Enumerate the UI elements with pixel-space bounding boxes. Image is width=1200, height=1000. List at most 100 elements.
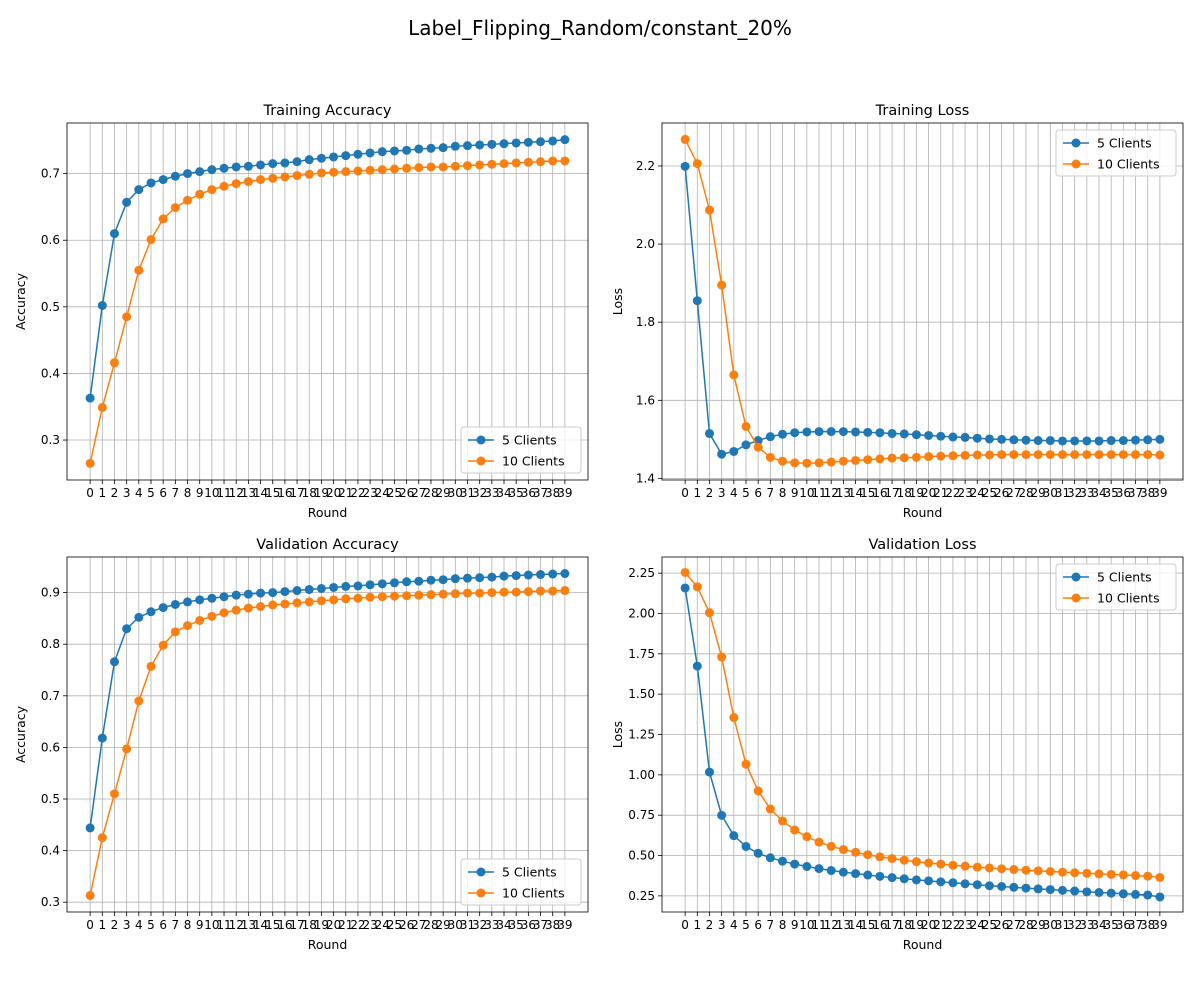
data-point	[1094, 450, 1104, 460]
data-point	[778, 816, 788, 826]
data-point	[1009, 450, 1019, 460]
x-tick-label: 13	[241, 486, 256, 500]
data-point	[243, 177, 253, 187]
x-tick-label: 30	[448, 486, 463, 500]
data-point	[158, 603, 168, 613]
x-tick-label: 37	[1128, 486, 1143, 500]
data-point	[704, 205, 714, 215]
series-line	[89, 589, 565, 896]
data-point	[377, 147, 387, 157]
x-tick-label: 30	[1043, 486, 1058, 500]
data-point	[268, 588, 278, 598]
data-point	[499, 587, 509, 597]
data-point	[1131, 889, 1141, 899]
x-tick-label: 13	[836, 486, 851, 500]
y-tick-label: 2.2	[636, 159, 655, 173]
data-point	[462, 141, 472, 151]
x-tick-label: 8	[184, 486, 192, 500]
data-point	[304, 585, 314, 595]
x-tick-label: 11	[811, 486, 826, 500]
x-tick-label: 31	[460, 918, 475, 932]
data-point	[85, 458, 95, 468]
x-tick-label: 26	[399, 918, 414, 932]
x-tick-label: 24	[970, 918, 985, 932]
data-point	[924, 430, 934, 440]
legend: 5 Clients 10 Clients	[460, 858, 582, 906]
data-point	[170, 203, 180, 213]
data-point	[1070, 436, 1080, 446]
data-point	[765, 804, 775, 814]
data-point	[984, 863, 994, 873]
x-tick-label: 1	[693, 486, 701, 500]
x-tick-label: 15	[860, 918, 875, 932]
x-tick-label: 2	[111, 486, 119, 500]
data-point	[948, 860, 958, 870]
x-tick-label: 25	[387, 918, 402, 932]
data-point	[1021, 865, 1031, 875]
legend-label: 5 Clients	[1097, 570, 1152, 585]
chart-title: Validation Accuracy	[256, 537, 399, 553]
x-tick-label: 21	[338, 918, 353, 932]
x-tick-label: 20	[921, 918, 936, 932]
x-tick-label: 21	[338, 486, 353, 500]
legend-marker	[476, 888, 486, 898]
data-point	[765, 452, 775, 462]
data-point	[887, 854, 897, 864]
chart-4: 0 1 2 3 4 5 6 7 8 9 101112131415161718192021222324…	[610, 537, 1184, 952]
data-point	[158, 214, 168, 224]
data-point	[536, 157, 546, 167]
data-point	[329, 595, 339, 605]
x-tick-label: 30	[1043, 918, 1058, 932]
x-tick-label: 4	[135, 486, 143, 500]
data-point	[997, 864, 1007, 874]
x-tick-label: 35	[1104, 918, 1119, 932]
data-point	[158, 640, 168, 650]
x-tick-label: 15	[265, 918, 280, 932]
data-point	[365, 148, 375, 158]
x-tick-label: 20	[326, 486, 341, 500]
x-tick-label: 36	[521, 486, 536, 500]
data-point	[936, 859, 946, 869]
x-tick-label: 12	[229, 486, 244, 500]
legend-label: 10 Clients	[1097, 591, 1160, 606]
data-point	[875, 428, 885, 438]
data-point	[960, 450, 970, 460]
legend-label: 10 Clients	[1097, 157, 1160, 172]
x-tick-label: 3	[718, 486, 726, 500]
data-point	[765, 432, 775, 442]
data-point	[450, 589, 460, 599]
data-point	[741, 421, 751, 431]
series-line	[684, 587, 1160, 898]
x-tick-label: 17	[289, 918, 304, 932]
data-point	[292, 171, 302, 181]
x-tick-label: 14	[253, 918, 268, 932]
data-point	[1009, 865, 1019, 875]
x-tick-label: 36	[1116, 486, 1131, 500]
data-point	[219, 608, 229, 618]
x-tick-label: 39	[557, 918, 572, 932]
y-tick-label: 2.25	[628, 566, 655, 580]
x-tick-label: 33	[1079, 918, 1094, 932]
y-tick-label: 0.4	[41, 844, 60, 858]
x-tick-label: 7	[767, 918, 775, 932]
x-tick-label: 12	[824, 918, 839, 932]
series-line	[89, 160, 565, 464]
x-tick-label: 13	[241, 918, 256, 932]
data-point	[997, 882, 1007, 892]
data-point	[341, 594, 351, 604]
data-point	[1021, 883, 1031, 893]
legend-marker	[476, 435, 486, 445]
data-point	[680, 567, 690, 577]
data-point	[826, 866, 836, 876]
x-tick-label: 38	[1140, 918, 1155, 932]
data-point	[219, 592, 229, 602]
chart-2: 0 1 2 3 4 5 6 7 8 9 101112131415161718192021222324…	[610, 103, 1184, 520]
legend: 5 Clients 10 Clients	[1055, 563, 1177, 611]
legend-label: 10 Clients	[502, 454, 565, 469]
data-point	[1106, 888, 1116, 898]
data-point	[960, 432, 970, 442]
data-point	[231, 162, 241, 172]
data-point	[802, 427, 812, 437]
data-point	[183, 621, 193, 631]
data-point	[438, 162, 448, 172]
